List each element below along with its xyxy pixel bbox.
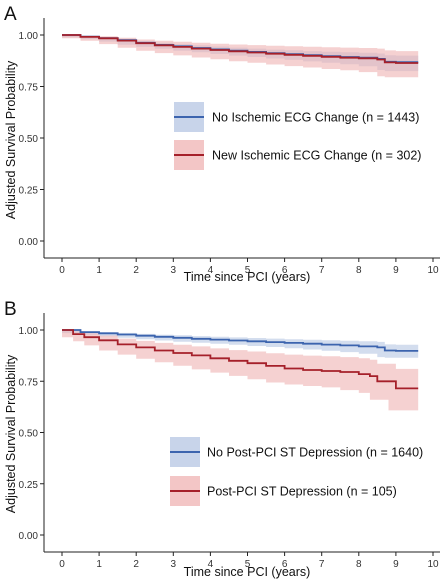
x-tick-label: 1: [96, 265, 102, 276]
y-tick-label: 0.25: [19, 186, 39, 197]
x-tick-label: 8: [356, 265, 362, 276]
axes: 0.00 0.25 0.50 0.75 1.00 0 1 2 3 4 5 6 7 8 9 10: [19, 18, 440, 276]
confidence-bands: [62, 35, 419, 78]
y-tick-label: 1.00: [19, 326, 39, 337]
confidence-band: [62, 330, 419, 411]
survival-lines: [62, 34, 419, 64]
confidence-band: [62, 330, 419, 358]
x-axis-label: Time since PCI (years): [184, 565, 311, 579]
panel-label: A: [4, 4, 17, 25]
x-tick-label: 9: [393, 265, 399, 276]
x-tick-label: 3: [171, 265, 177, 276]
x-tick-label: 9: [393, 559, 399, 570]
x-tick-label: 5: [245, 559, 251, 570]
legend-label: New Ischemic ECG Change (n = 302): [212, 149, 421, 163]
x-tick-label: 0: [59, 559, 65, 570]
x-tick-label: 5: [245, 265, 251, 276]
y-axis-label: Adjusted Survival Probability: [4, 60, 18, 219]
x-tick-label: 7: [319, 265, 325, 276]
x-tick-label: 4: [208, 265, 214, 276]
y-tick-label: 0.25: [19, 480, 39, 491]
legend-label: Post-PCI ST Depression (n = 105): [207, 485, 397, 499]
legend: No Post-PCI ST Depression (n = 1640) Pos…: [170, 437, 423, 506]
x-tick-label: 10: [427, 559, 439, 570]
survival-line: [62, 329, 419, 390]
x-tick-label: 0: [59, 265, 65, 276]
y-tick-label: 1.00: [19, 31, 39, 42]
x-tick-label: 8: [356, 559, 362, 570]
legend-label: No Post-PCI ST Depression (n = 1640): [207, 446, 423, 460]
y-tick-label: 0.00: [19, 531, 39, 542]
y-tick-label: 0.75: [19, 377, 39, 388]
survival-lines: [62, 329, 419, 390]
legend-label: No Ischemic ECG Change (n = 1443): [212, 111, 419, 125]
x-axis-label: Time since PCI (years): [184, 270, 311, 284]
panel-b: B Adjusted Survival Probability Time sin…: [4, 299, 440, 579]
y-tick-label: 0.50: [19, 429, 39, 440]
x-tick-label: 10: [427, 265, 439, 276]
confidence-bands: [62, 330, 419, 411]
survival-line: [62, 34, 419, 64]
y-axis-label: Adjusted Survival Probability: [4, 354, 18, 513]
x-tick-label: 3: [171, 559, 177, 570]
x-tick-label: 2: [133, 559, 139, 570]
confidence-band: [62, 35, 419, 78]
y-tick-label: 0.50: [19, 134, 39, 145]
x-tick-label: 1: [96, 559, 102, 570]
axes: 0.00 0.25 0.50 0.75 1.00 0 1 2 3 4 5 6 7 8 9 10: [19, 313, 440, 570]
legend: No Ischemic ECG Change (n = 1443) New Is…: [174, 102, 421, 170]
survival-line: [62, 329, 419, 352]
x-tick-label: 6: [282, 559, 288, 570]
y-tick-label: 0.00: [19, 237, 39, 248]
x-tick-label: 7: [319, 559, 325, 570]
x-tick-label: 6: [282, 265, 288, 276]
x-tick-label: 4: [208, 559, 214, 570]
y-tick-label: 0.75: [19, 83, 39, 94]
panel-label: B: [4, 299, 17, 320]
panel-a: A Adjusted Survival Probability Time sin…: [4, 4, 440, 284]
x-tick-label: 2: [133, 265, 139, 276]
